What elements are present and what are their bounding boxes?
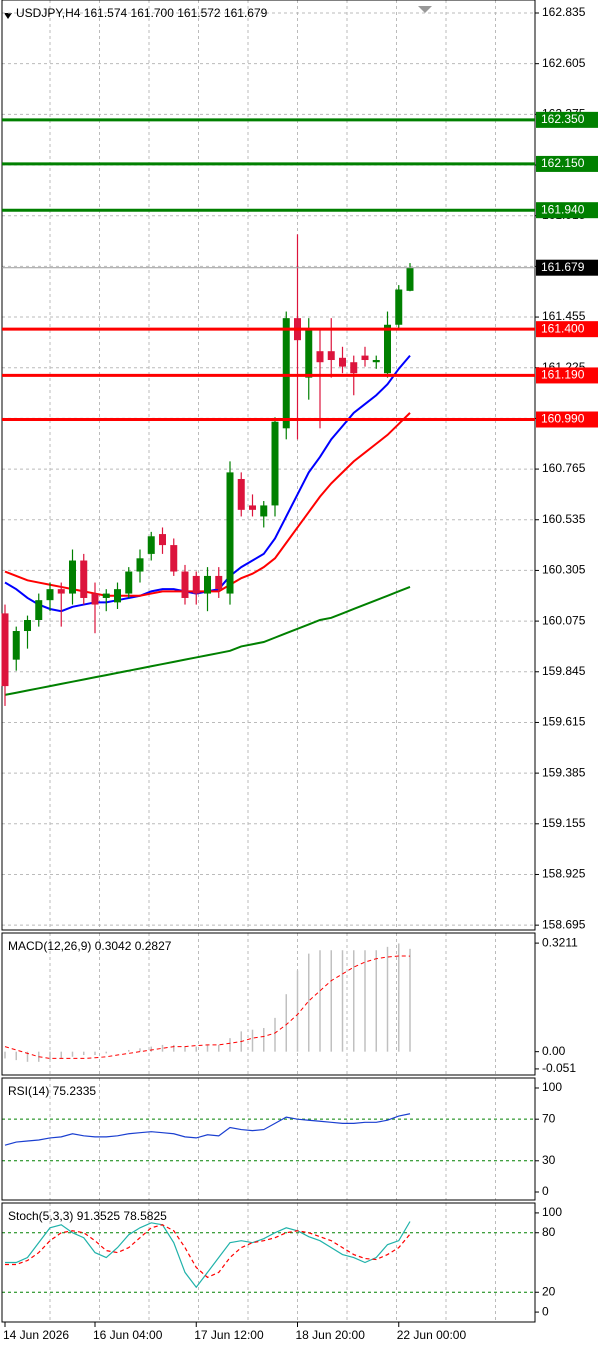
level-tag xyxy=(536,321,598,338)
y-tick-label: 0 xyxy=(542,1304,549,1318)
candle-body xyxy=(339,357,346,367)
y-tick-label: 20 xyxy=(542,1284,556,1298)
candle-body xyxy=(271,421,279,506)
x-tick-label: 14 Jun 2026 xyxy=(3,1328,69,1342)
candle-body xyxy=(406,267,414,291)
indicator-line xyxy=(5,1221,411,1289)
y-tick-label: 160.765 xyxy=(542,461,586,475)
panel-title: Stoch(5,3,3) 91.3525 78.5825 xyxy=(8,1209,167,1223)
candle-body xyxy=(226,472,234,594)
menu-arrow[interactable] xyxy=(4,13,12,19)
y-tick-label: 158.695 xyxy=(542,917,586,931)
level-label: 161.190 xyxy=(541,368,585,382)
candle-body xyxy=(215,575,223,590)
candle-body xyxy=(80,560,88,598)
panel-frame xyxy=(1,1077,536,1201)
candle-body xyxy=(384,324,391,374)
indicator-line xyxy=(4,1113,411,1146)
candle-body xyxy=(35,600,43,620)
level-label: 162.150 xyxy=(541,156,585,170)
y-tick-label: 161.455 xyxy=(542,309,586,323)
panel-title: USDJPY,H4 161.574 161.700 161.572 161.67… xyxy=(16,6,268,20)
candle-body xyxy=(102,593,110,598)
level-tag xyxy=(536,367,598,384)
candle-body xyxy=(136,558,144,572)
panel-frame xyxy=(1,1202,536,1323)
candle-body xyxy=(361,355,369,361)
level-tag xyxy=(536,202,598,219)
candle-body xyxy=(260,505,268,517)
candle-body xyxy=(249,505,256,510)
level-label: 162.350 xyxy=(541,112,585,126)
y-tick-label: 0.00 xyxy=(542,1044,566,1058)
candle-body xyxy=(350,362,358,374)
candle-body xyxy=(395,289,403,325)
y-tick-label: 162.835 xyxy=(542,5,586,19)
x-tick-label: 16 Jun 04:00 xyxy=(93,1328,163,1342)
candle-body xyxy=(372,360,380,363)
candle-body xyxy=(305,329,313,378)
y-tick-label: 160.075 xyxy=(542,613,586,627)
level-label: 160.990 xyxy=(541,412,585,426)
candle-body xyxy=(327,351,335,361)
panel-frame xyxy=(1,932,536,1076)
last-price-label: 161.679 xyxy=(541,260,585,274)
candle-body xyxy=(91,593,99,605)
x-tick-label: 22 Jun 00:00 xyxy=(397,1328,467,1342)
y-tick-label: 80 xyxy=(542,1225,556,1239)
y-tick-label: 159.155 xyxy=(542,816,586,830)
y-tick-label: 159.385 xyxy=(542,765,586,779)
candle-body xyxy=(181,571,189,598)
candle-body xyxy=(1,613,9,687)
x-tick-label: 17 Jun 12:00 xyxy=(194,1328,264,1342)
candle-body xyxy=(114,589,121,603)
signal-line xyxy=(4,955,411,1059)
x-tick-label: 18 Jun 20:00 xyxy=(296,1328,366,1342)
candle-body xyxy=(237,478,245,510)
candle-body xyxy=(159,534,166,546)
candle-body xyxy=(57,589,65,594)
moving-average xyxy=(4,586,411,696)
y-tick-label: 159.845 xyxy=(542,664,586,678)
level-tag xyxy=(536,111,598,128)
shift-marker xyxy=(418,6,432,13)
y-tick-label: 100 xyxy=(542,1080,562,1094)
candle-body xyxy=(46,589,54,601)
y-tick-label: 159.615 xyxy=(542,715,586,729)
panel-frame xyxy=(1,0,536,931)
level-tag xyxy=(536,155,598,172)
y-tick-label: 30 xyxy=(542,1153,556,1167)
panel-title: RSI(14) 75.2335 xyxy=(8,1084,96,1098)
y-tick-label: -0.051 xyxy=(542,1061,576,1075)
last-price-tag xyxy=(536,259,598,276)
candle-body xyxy=(125,571,133,594)
candle-body xyxy=(147,536,155,554)
y-tick-label: 0 xyxy=(542,1184,549,1198)
candle-body xyxy=(204,575,211,594)
y-tick-label: 0.3211 xyxy=(542,935,578,949)
candle-body xyxy=(24,620,31,632)
y-tick-label: 158.925 xyxy=(542,867,586,881)
candle-body xyxy=(12,631,20,660)
y-tick-label: 160.535 xyxy=(542,512,586,526)
candle-body xyxy=(316,351,324,363)
candle-body xyxy=(282,318,290,429)
level-label: 161.940 xyxy=(541,202,585,216)
candle-body xyxy=(69,560,76,594)
candle-body xyxy=(170,545,178,572)
panel-title: MACD(12,26,9) 0.3042 0.2827 xyxy=(8,939,172,953)
y-tick-label: 70 xyxy=(542,1111,556,1125)
candle-body xyxy=(192,575,200,594)
level-tag xyxy=(536,411,598,428)
y-tick-label: 162.605 xyxy=(542,56,586,70)
indicator-line xyxy=(5,1224,411,1279)
y-tick-label: 160.305 xyxy=(542,563,586,577)
y-tick-label: 100 xyxy=(542,1205,562,1219)
level-label: 161.400 xyxy=(541,321,585,335)
